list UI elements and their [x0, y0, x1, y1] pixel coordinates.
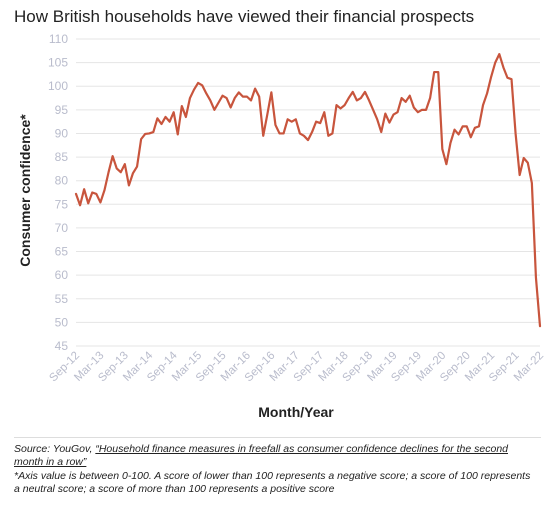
chart-title: How British households have viewed their… — [14, 7, 475, 26]
y-tick-label: 70 — [55, 221, 69, 235]
y-tick-label: 95 — [55, 103, 69, 117]
consumer-confidence-line — [74, 53, 542, 328]
y-tick-label: 105 — [48, 56, 68, 70]
y-tick-label: 75 — [55, 197, 69, 211]
y-tick-label: 60 — [55, 268, 69, 282]
y-tick-label: 50 — [55, 315, 69, 329]
source-prefix: Source: YouGov, — [14, 443, 96, 455]
y-tick-label: 85 — [55, 150, 69, 164]
footnote: *Axis value is between 0-100. A score of… — [14, 470, 531, 495]
y-tick-label: 45 — [55, 339, 69, 353]
source-note: Source: YouGov, “Household finance measu… — [14, 443, 539, 469]
source-link[interactable]: “Household finance measures in freefall … — [14, 443, 508, 468]
y-axis-label: Consumer confidence* — [17, 114, 33, 267]
y-tick-label: 100 — [48, 79, 68, 93]
x-axis-ticks: Sep-12Mar-13Sep-13Mar-14Sep-14Mar-15Sep-… — [47, 349, 546, 384]
y-tick-label: 55 — [55, 292, 69, 306]
y-tick-label: 110 — [49, 32, 68, 46]
y-tick-label: 80 — [55, 174, 69, 188]
y-axis-ticks: 45 50 55 60 65 70 75 80 85 90 95 100 105 110 — [48, 32, 68, 353]
y-tick-label: 65 — [55, 245, 69, 259]
line-chart: 45 50 55 60 65 70 75 80 85 90 95 100 105 110 Sep-12Ma… — [17, 32, 546, 420]
y-tick-label: 90 — [55, 126, 69, 140]
x-axis-label: Month/Year — [258, 404, 334, 420]
divider — [14, 437, 541, 438]
gridlines — [76, 38, 540, 347]
